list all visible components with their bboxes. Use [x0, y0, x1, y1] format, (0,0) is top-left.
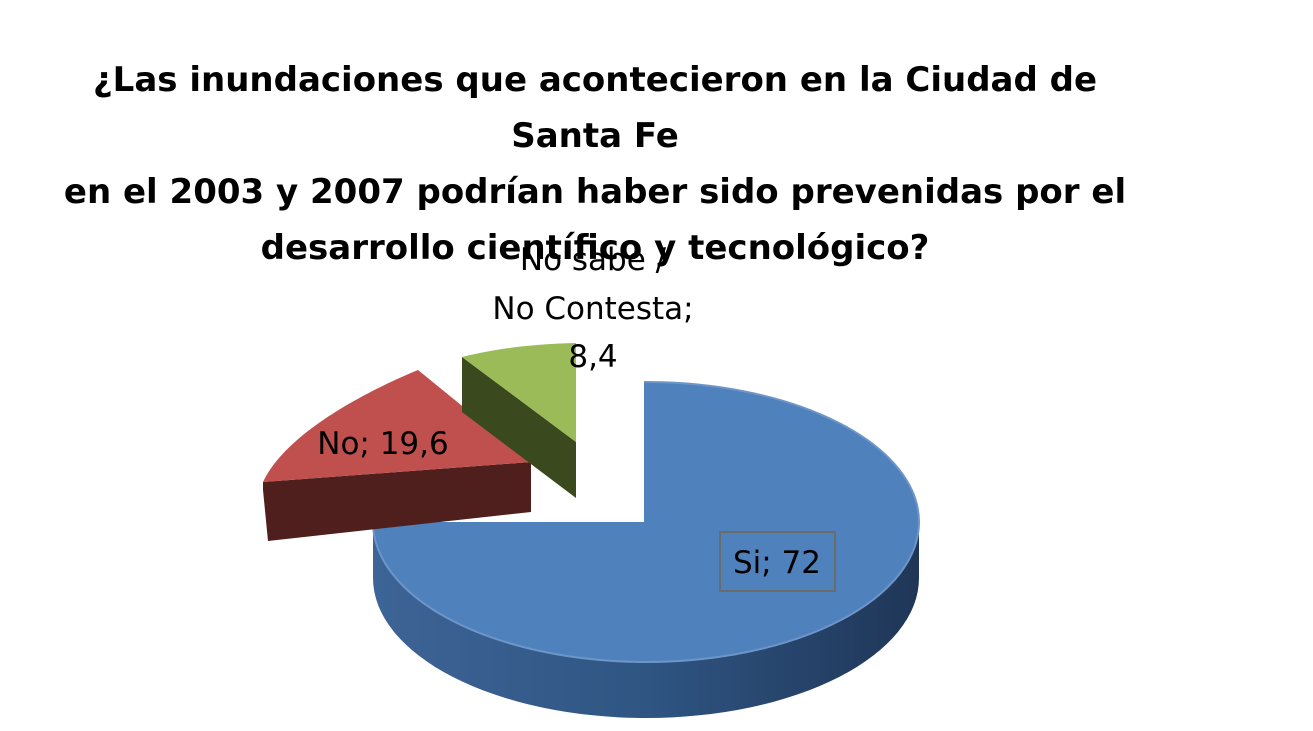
pie-slice-si-side: [373, 522, 919, 718]
label-nosabe-line-3: 8,4: [568, 339, 617, 375]
chart-title-line-3: desarrollo científico y tecnológico?: [260, 228, 930, 268]
label-nosabe-line-1: No sabe /: [520, 242, 667, 278]
chart-title-line-1: ¿Las inundaciones que acontecieron en la…: [92, 60, 1098, 156]
chart-title: ¿Las inundaciones que acontecieron en la…: [40, 52, 1150, 276]
label-si-box: [719, 531, 836, 592]
pie-slice-nosabe-side: [462, 357, 576, 498]
pie-slice-nosabe: [462, 343, 576, 442]
pie-slice-no: [263, 370, 531, 482]
pie-slice-no-side: [263, 462, 531, 541]
label-nosabe-line-2: No Contesta;: [492, 291, 693, 327]
label-no: No; 19,6: [317, 426, 448, 462]
label-si: Si; 72: [733, 545, 821, 581]
pie-slice-si-highlight: [372, 380, 920, 663]
chart-title-line-2: en el 2003 y 2007 podrían haber sido pre…: [63, 172, 1127, 212]
